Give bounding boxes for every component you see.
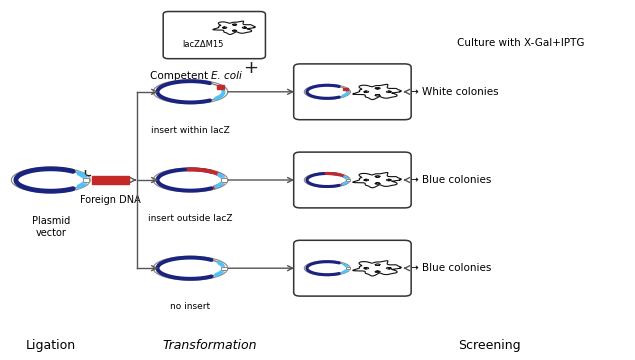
- Text: → White colonies: → White colonies: [410, 87, 498, 97]
- Text: insert outside lacZ: insert outside lacZ: [148, 214, 233, 223]
- Bar: [221, 266, 227, 270]
- Bar: [83, 178, 90, 182]
- Bar: [221, 266, 227, 270]
- Bar: [83, 178, 90, 182]
- Ellipse shape: [157, 258, 224, 279]
- FancyBboxPatch shape: [293, 240, 411, 296]
- FancyBboxPatch shape: [293, 64, 411, 120]
- Text: → Blue colonies: → Blue colonies: [410, 175, 491, 185]
- Ellipse shape: [307, 85, 347, 98]
- Text: insert within lacZ: insert within lacZ: [151, 126, 230, 135]
- Text: E. coli: E. coli: [211, 71, 242, 81]
- Text: Ligation: Ligation: [26, 339, 76, 352]
- Ellipse shape: [16, 169, 86, 191]
- Text: Transformation: Transformation: [163, 339, 257, 352]
- Text: Foreign DNA: Foreign DNA: [80, 195, 141, 205]
- Text: Plasmid
vector: Plasmid vector: [32, 216, 70, 238]
- Bar: [346, 267, 350, 269]
- Bar: [221, 178, 227, 182]
- Bar: [217, 85, 224, 89]
- Text: Screening: Screening: [458, 339, 520, 352]
- Text: no insert: no insert: [170, 302, 211, 311]
- Text: Competent: Competent: [150, 71, 211, 81]
- Text: → Blue colonies: → Blue colonies: [410, 263, 491, 273]
- Text: +: +: [243, 59, 258, 77]
- FancyBboxPatch shape: [163, 12, 265, 59]
- Ellipse shape: [307, 174, 347, 186]
- Text: Culture with X-Gal+IPTG: Culture with X-Gal+IPTG: [457, 38, 584, 48]
- Ellipse shape: [307, 262, 347, 275]
- Ellipse shape: [157, 170, 224, 190]
- FancyBboxPatch shape: [293, 152, 411, 208]
- Bar: [346, 179, 350, 181]
- Text: +: +: [77, 167, 92, 185]
- Ellipse shape: [157, 81, 224, 102]
- Bar: [346, 179, 350, 181]
- Bar: [344, 88, 348, 90]
- Bar: [221, 178, 227, 182]
- Text: lacZΔM15: lacZΔM15: [183, 40, 224, 49]
- Bar: [92, 176, 129, 184]
- Bar: [346, 267, 350, 269]
